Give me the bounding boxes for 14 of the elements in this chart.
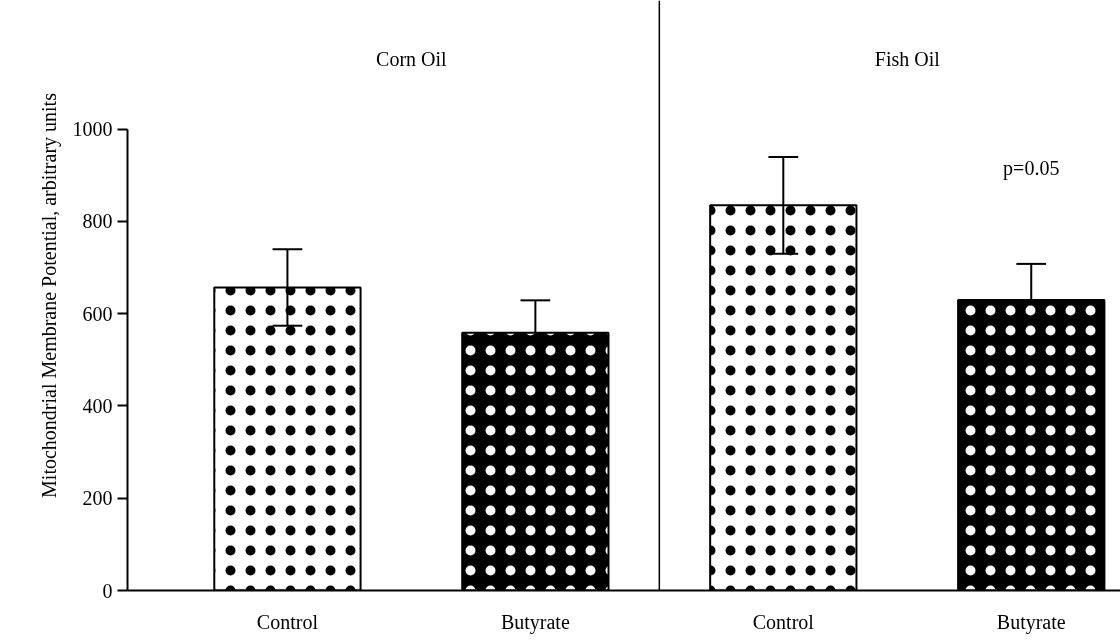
annotation: p=0.05 xyxy=(1003,156,1060,180)
y-tick-label: 800 xyxy=(82,210,113,233)
y-tick-label: 200 xyxy=(82,487,113,510)
y-tick-label: 400 xyxy=(82,394,113,417)
y-tick-label: 1000 xyxy=(72,118,113,141)
y-tick-label: 0 xyxy=(102,579,113,602)
text: Corn Oil xyxy=(376,47,448,70)
x-tick-label: Control xyxy=(256,610,319,633)
x-tick-label: Butyrate xyxy=(500,610,570,634)
text: Fish Oil xyxy=(874,47,941,70)
y-tick-label: 600 xyxy=(82,302,113,325)
x-tick-label: Control xyxy=(752,610,815,633)
y-axis-title: Mitochondrial Membrane Potential, arbitrary units xyxy=(37,92,61,498)
x-tick-label: Butyrate xyxy=(996,610,1066,634)
